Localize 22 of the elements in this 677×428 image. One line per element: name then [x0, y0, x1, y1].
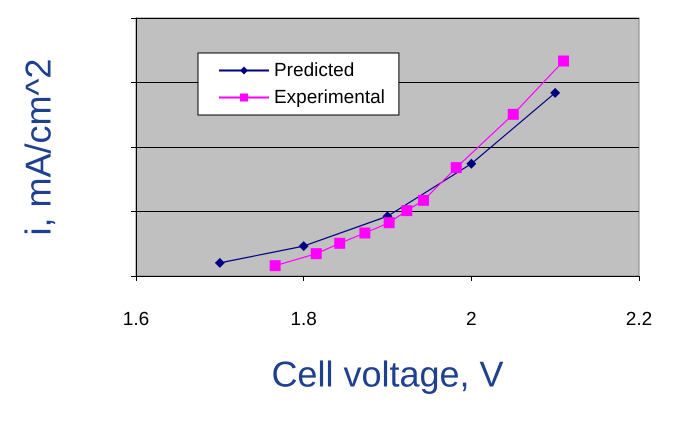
point: [359, 228, 370, 238]
point: [310, 248, 322, 260]
point: [401, 205, 412, 216]
point: [558, 56, 570, 66]
point: [214, 258, 225, 268]
point: [450, 162, 462, 174]
x-tick-label: 2: [466, 309, 477, 330]
point: [418, 194, 430, 206]
point: [334, 238, 346, 249]
x-axis-title: Cell voltage, V: [271, 354, 504, 394]
point: [466, 158, 476, 169]
legend-label: Experimental: [274, 87, 385, 108]
legend-label: Predicted: [274, 60, 354, 81]
point: [384, 217, 395, 228]
point: [508, 108, 519, 120]
x-tick-label: 1.8: [290, 309, 317, 330]
x-tick-label: 1.6: [122, 309, 150, 330]
point: [298, 241, 309, 252]
x-tick-label: 2.2: [626, 309, 652, 330]
y-axis-title: i, mA/cm^2: [18, 58, 58, 236]
point: [270, 260, 281, 272]
point: [550, 88, 560, 98]
